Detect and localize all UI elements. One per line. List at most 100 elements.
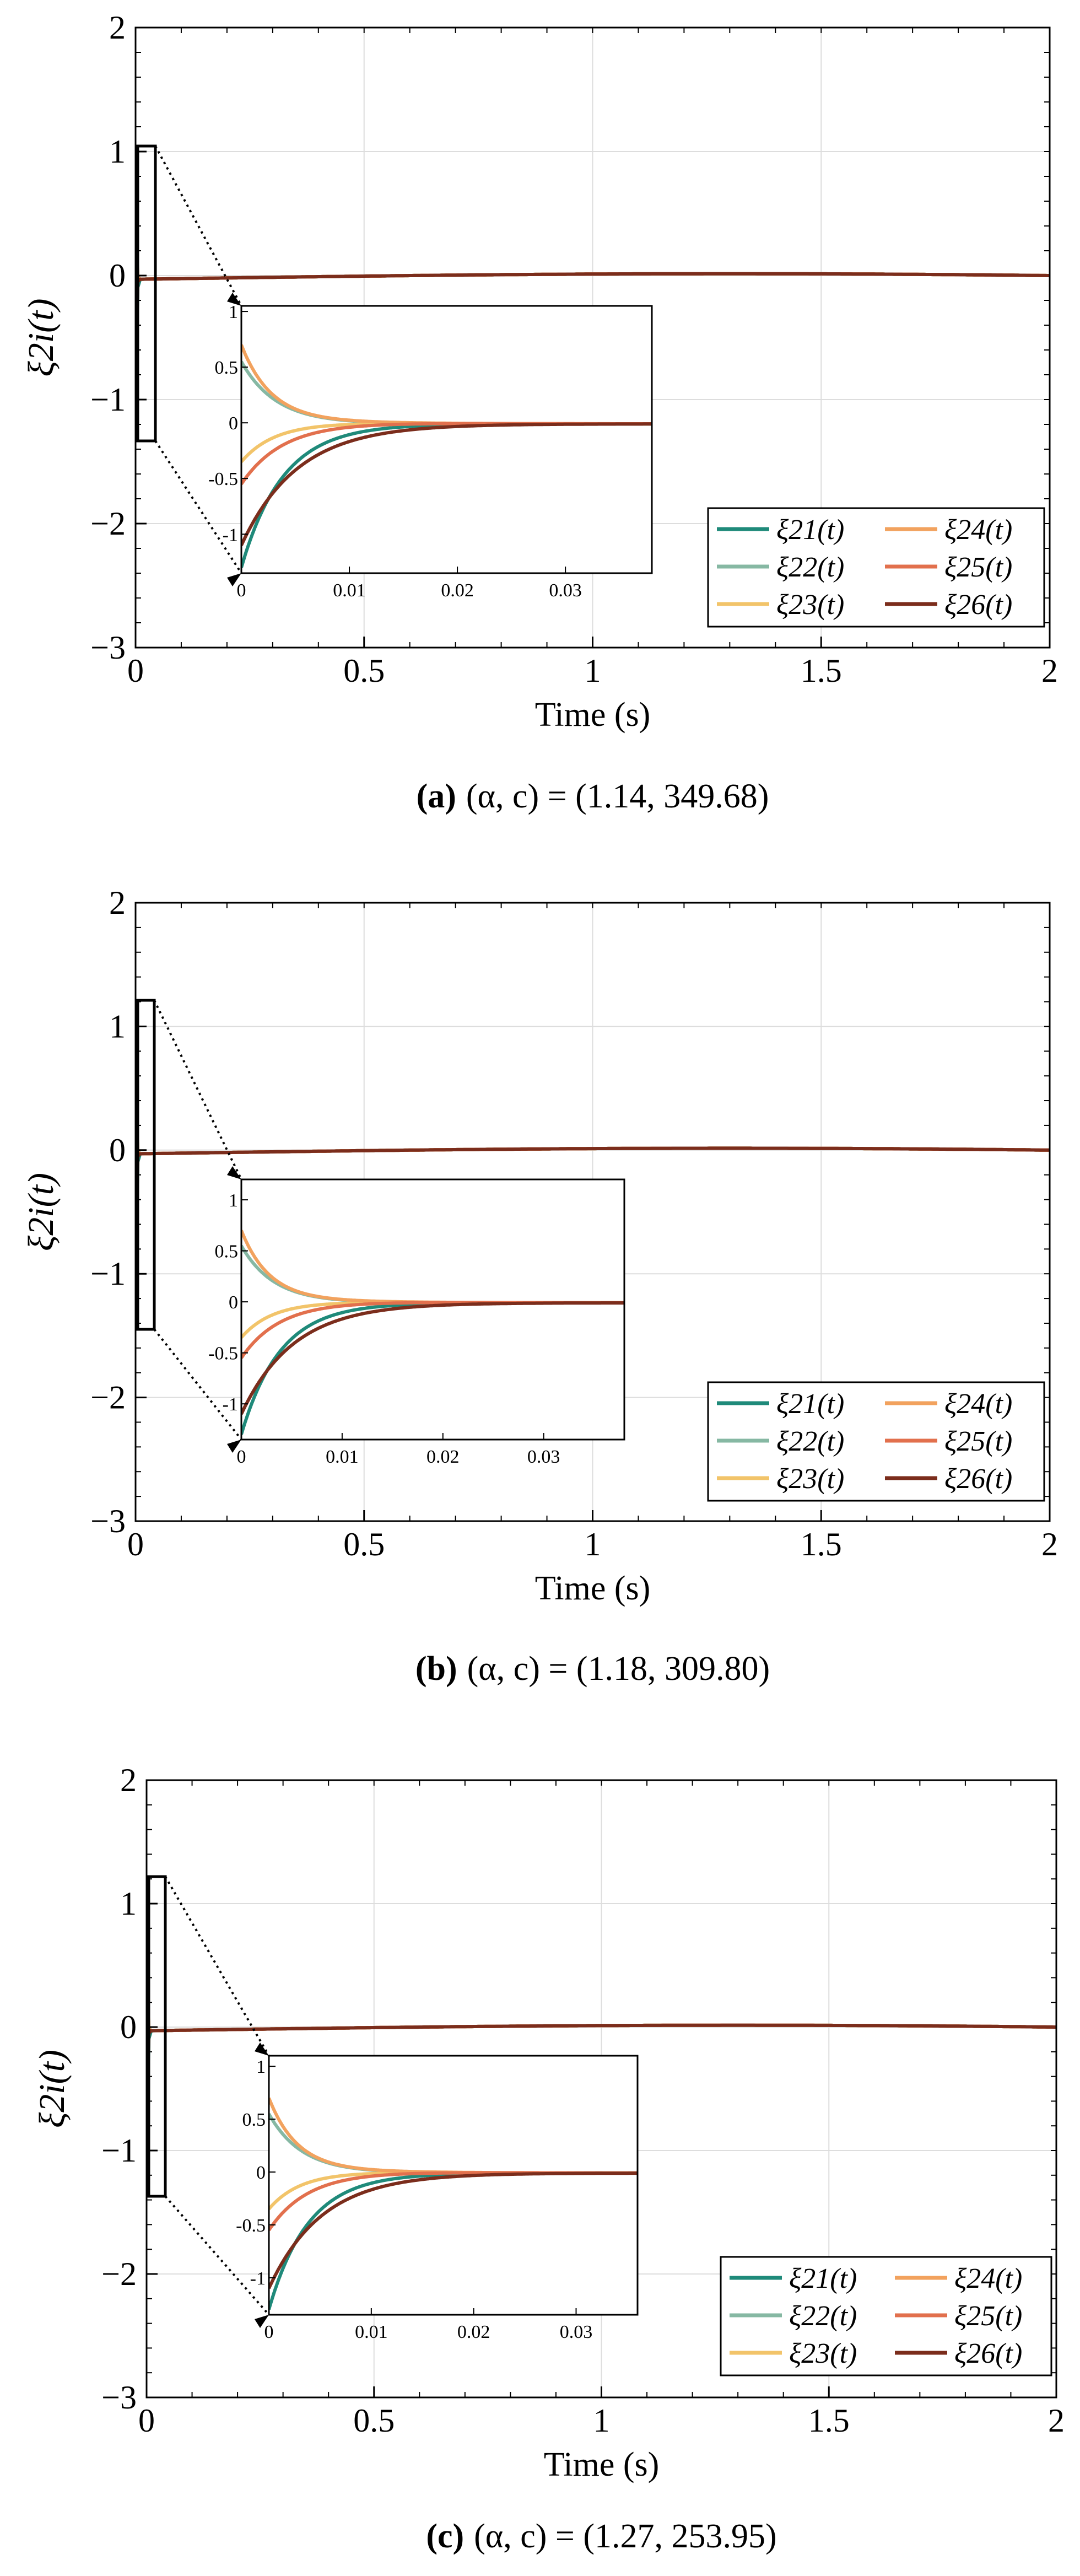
legend-label: ξ22(t) <box>789 2300 857 2332</box>
inset-x-tick-label: 0.03 <box>549 580 582 601</box>
main-curves <box>136 1067 1050 1315</box>
chart-panel-a: 0 0.5 1 1.5 2 2 1 0 −1 −2 −3 Time (s) ξ2i(t) 0 0.01 0.0… <box>21 9 1058 815</box>
legend-label: ξ22(t) <box>776 552 844 583</box>
series-line-26 <box>136 1146 1050 1290</box>
inset-y-tick-label: 1 <box>229 1190 238 1211</box>
x-tick-label: 1.5 <box>808 2402 850 2439</box>
x-tick-label: 1 <box>585 653 601 689</box>
inset-x-tick-label: 0.01 <box>326 1447 359 1467</box>
legend-label: ξ23(t) <box>789 2338 857 2369</box>
y-tick-label: 2 <box>109 885 126 921</box>
inset-x-tick-label: 0 <box>237 580 246 601</box>
y-tick-label: −3 <box>90 629 126 666</box>
y-tick-label: 2 <box>120 1762 137 1798</box>
y-axis-label: ξ2i(t) <box>21 299 61 377</box>
legend: ξ21(t) ξ22(t) ξ23(t) ξ24(t) ξ25(t) ξ26(t) <box>720 2256 1052 2376</box>
y-tick-label: −2 <box>101 2256 137 2292</box>
panel-caption: (c) (α, c) = (1.27, 253.95) <box>426 2518 776 2555</box>
y-axis-label: ξ2i(t) <box>21 1173 61 1251</box>
legend-label: ξ24(t) <box>954 2263 1022 2294</box>
inset-series-line-26 <box>269 2171 638 2289</box>
legend-label: ξ24(t) <box>944 514 1012 546</box>
inset-x-tick-label: 0.02 <box>426 1447 460 1467</box>
legend: ξ21(t) ξ22(t) ξ23(t) ξ24(t) ξ25(t) ξ26(t) <box>707 507 1045 628</box>
main-curves <box>147 1944 1056 2191</box>
caption-label: (a) <box>417 778 456 815</box>
x-tick-label: 0.5 <box>353 2402 395 2439</box>
x-tick-label: 0.5 <box>343 653 385 689</box>
legend-label: ξ25(t) <box>944 552 1012 583</box>
panel-caption: (b) (α, c) = (1.18, 309.80) <box>415 1650 770 1688</box>
inset-plot: 0 0.01 0.02 0.03 1 0.5 0 -0.5 -1 <box>208 1178 625 1467</box>
inset-y-tick-label: 0 <box>256 2163 266 2183</box>
y-tick-label: −1 <box>101 2132 137 2169</box>
x-tick-label: 1.5 <box>801 653 842 689</box>
x-tick-label: 1 <box>585 1526 601 1562</box>
y-tick-label: 1 <box>109 1008 126 1044</box>
inset-plot: 0 0.01 0.02 0.03 1 0.5 0 -0.5 -1 <box>208 302 653 601</box>
x-tick-label: 2 <box>1041 1526 1058 1562</box>
inset-y-tick-label: 0 <box>229 1292 238 1313</box>
inset-y-tick-label: -1 <box>223 1394 238 1415</box>
zoom-connector-bottom <box>154 440 242 574</box>
main-curves <box>136 192 1050 441</box>
arrow-head-top <box>227 293 241 306</box>
inset-x-tick-label: 0.01 <box>355 2322 388 2342</box>
inset-x-tick-label: 0.02 <box>457 2322 490 2342</box>
series-line-26 <box>136 272 1050 416</box>
zoom-connector-top <box>154 145 242 306</box>
y-tick-label: −2 <box>90 505 126 542</box>
inset-y-tick-label: 0 <box>229 413 238 434</box>
legend-label: ξ26(t) <box>944 589 1012 621</box>
inset-y-tick-label: 0.5 <box>215 358 239 378</box>
inset-x-tick-label: 0.01 <box>333 580 366 601</box>
inset-x-tick-label: 0.03 <box>527 1447 560 1467</box>
inset-frame <box>268 2055 639 2316</box>
zoom-connector-bottom <box>153 1328 242 1441</box>
legend-label: ξ26(t) <box>954 2338 1022 2369</box>
legend-label: ξ21(t) <box>776 1388 844 1420</box>
inset-y-tick-label: -0.5 <box>208 469 238 489</box>
inset-frame <box>240 1178 625 1441</box>
legend-label: ξ24(t) <box>944 1388 1012 1420</box>
arrow-head-top <box>255 2043 269 2056</box>
inset-y-tick-label: 0.5 <box>215 1242 239 1262</box>
y-tick-label: 1 <box>109 133 126 170</box>
inset-curves <box>241 344 652 568</box>
y-tick-label: −1 <box>90 381 126 418</box>
zoom-connector-top <box>164 1876 270 2057</box>
arrow-head-bottom <box>227 573 241 586</box>
y-tick-label: 0 <box>120 2009 137 2045</box>
legend: ξ21(t) ξ22(t) ξ23(t) ξ24(t) ξ25(t) ξ26(t) <box>707 1381 1045 1502</box>
x-tick-label: 2 <box>1041 653 1058 689</box>
inset-background <box>241 1179 624 1440</box>
y-tick-label: 2 <box>109 9 126 46</box>
y-tick-label: 0 <box>109 1132 126 1168</box>
inset-y-tick-label: -1 <box>250 2268 266 2289</box>
zoom-region-box <box>136 999 156 1331</box>
y-tick-label: 1 <box>120 1885 137 1922</box>
inset-y-tick-label: 1 <box>256 2057 266 2077</box>
zoom-connector-bottom <box>164 2195 270 2316</box>
x-axis-label: Time (s) <box>535 696 651 734</box>
legend-label: ξ23(t) <box>776 1463 844 1495</box>
inset-background <box>241 306 652 573</box>
series-line-26 <box>147 2023 1056 2167</box>
x-tick-label: 0 <box>127 653 144 689</box>
inset-series-line-26 <box>241 422 652 546</box>
inset-curves <box>241 1230 624 1435</box>
legend-label: ξ21(t) <box>776 514 844 546</box>
zoom-region-box <box>147 1875 167 2198</box>
x-tick-label: 0 <box>138 2402 155 2439</box>
x-tick-label: 1 <box>593 2402 610 2439</box>
legend-label: ξ26(t) <box>944 1463 1012 1495</box>
y-tick-label: −2 <box>90 1379 126 1416</box>
x-axis-label: Time (s) <box>544 2446 660 2483</box>
legend-label: ξ22(t) <box>776 1426 844 1457</box>
inset-y-tick-label: 1 <box>229 302 238 322</box>
arrow-head-top <box>227 1166 241 1179</box>
legend-label: ξ21(t) <box>789 2263 857 2294</box>
y-tick-label: −1 <box>90 1255 126 1292</box>
inset-y-tick-label: 0.5 <box>242 2110 266 2130</box>
legend-label: ξ25(t) <box>954 2300 1022 2332</box>
